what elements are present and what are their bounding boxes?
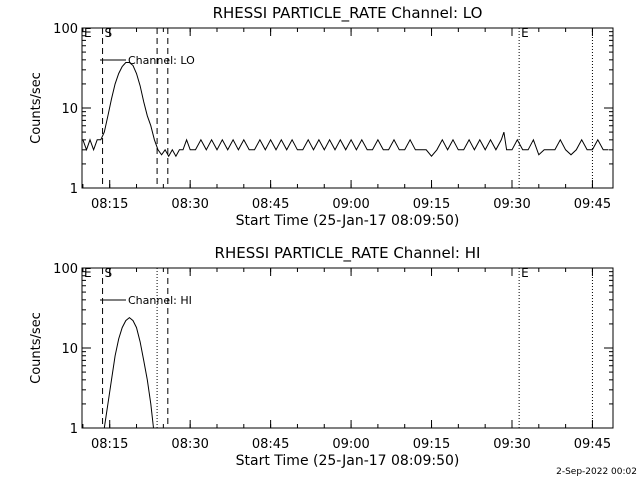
y-tick-label: 100	[53, 22, 78, 37]
series-line	[82, 62, 609, 158]
marker-label: E	[521, 266, 529, 280]
panel-lo: RHESSI PARTICLE_RATE Channel: LO Start Ti…	[29, 4, 614, 229]
marker-label: E	[84, 266, 92, 280]
x-tick-label: 08:15	[91, 197, 128, 212]
x-tick-label: 09:30	[493, 437, 530, 452]
marker-label: E	[84, 26, 92, 40]
chart-title: RHESSI PARTICLE_RATE Channel: LO	[213, 4, 483, 23]
x-tick-label: 08:15	[91, 437, 128, 452]
x-tick-label: 08:30	[171, 197, 208, 212]
x-tick-label: 09:30	[493, 197, 530, 212]
x-axis-label: Start Time (25-Jan-17 08:09:50)	[236, 213, 460, 229]
series-line	[103, 316, 154, 429]
y-axis-label: Counts/sec	[29, 72, 44, 144]
y-tick-label: 100	[53, 262, 78, 277]
x-tick-label: 09:15	[413, 197, 450, 212]
marker-label: S	[105, 26, 113, 40]
x-tick-label: 09:00	[332, 197, 369, 212]
panel-hi: RHESSI PARTICLE_RATE Channel: HI Start Ti…	[29, 244, 614, 469]
plot-frame	[81, 267, 614, 429]
x-tick-label: 08:45	[252, 437, 289, 452]
x-tick-label: 08:30	[171, 437, 208, 452]
x-tick-label: 09:45	[574, 197, 611, 212]
marker-label: E	[521, 26, 529, 40]
marker-label: S	[105, 266, 113, 280]
legend-entry: Channel: HI	[128, 294, 192, 307]
x-tick-label: 09:45	[574, 437, 611, 452]
chart-title: RHESSI PARTICLE_RATE Channel: HI	[215, 244, 481, 263]
x-axis-label: Start Time (25-Jan-17 08:09:50)	[236, 453, 460, 469]
y-tick-label: 1	[70, 182, 78, 197]
x-tick-label: 09:00	[332, 437, 369, 452]
plot-frame	[81, 27, 614, 189]
y-tick-label: 1	[70, 422, 78, 437]
legend-entry: Channel: LO	[128, 54, 195, 67]
y-axis-label: Counts/sec	[29, 312, 44, 384]
footer-date: 2-Sep-2022 00:02	[556, 467, 637, 477]
x-tick-label: 08:45	[252, 197, 289, 212]
y-tick-label: 10	[61, 342, 78, 357]
x-tick-label: 09:15	[413, 437, 450, 452]
y-tick-label: 10	[61, 102, 78, 117]
